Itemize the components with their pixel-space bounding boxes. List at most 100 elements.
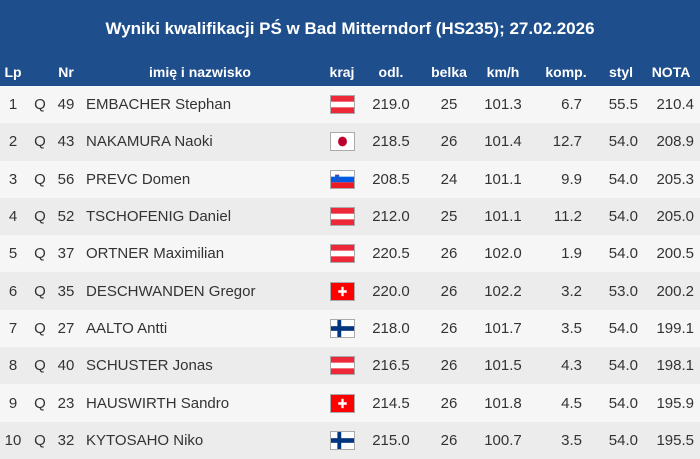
name-cell: DESCHWANDEN Gregor <box>86 282 256 300</box>
title-text: Wyniki kwalifikacji PŚ w Bad Mitterndorf… <box>105 19 595 38</box>
table-header: Lp Nr imię i nazwisko kraj odl. belka km… <box>0 58 700 86</box>
score-cell: 195.5 <box>656 431 694 449</box>
speed-cell: 101.7 <box>484 319 522 337</box>
name-cell: AALTO Antti <box>86 319 168 337</box>
header-gate: belka <box>431 64 467 80</box>
lp-cell: 8 <box>8 357 18 375</box>
gate-cell: 24 <box>440 170 458 188</box>
comp-cell: 11.2 <box>553 208 582 226</box>
header-nr: Nr <box>58 64 74 80</box>
table-row: 1 Q 49 EMBACHER Stephan 219.0 25 101.3 6.7 55.5 2… <box>0 86 700 124</box>
nr-cell: 56 <box>57 170 75 188</box>
comp-cell: 4.5 <box>561 394 582 412</box>
country-flag-cell <box>327 384 357 421</box>
style-cell: 54.0 <box>608 394 638 412</box>
finland-flag-icon <box>329 318 355 338</box>
table-body: 1 Q 49 EMBACHER Stephan 219.0 25 101.3 6.7 55.5 2… <box>0 86 700 459</box>
nr-cell: 35 <box>57 282 75 300</box>
status-cell: Q <box>34 319 46 337</box>
style-cell: 54.0 <box>608 357 638 375</box>
name-cell: NAKAMURA Naoki <box>86 133 213 151</box>
lp-cell: 4 <box>8 208 18 226</box>
lp-cell: 9 <box>8 394 18 412</box>
gate-cell: 25 <box>440 96 458 114</box>
style-cell: 54.0 <box>608 319 638 337</box>
distance-cell: 220.5 <box>372 245 410 263</box>
distance-cell: 219.0 <box>372 96 410 114</box>
comp-cell: 3.5 <box>561 431 582 449</box>
country-flag-cell <box>327 235 357 272</box>
style-cell: 55.5 <box>608 96 638 114</box>
score-cell: 198.1 <box>656 357 694 375</box>
style-cell: 54.0 <box>608 170 638 188</box>
nr-cell: 32 <box>57 431 75 449</box>
nr-cell: 52 <box>57 208 75 226</box>
austria-flag-icon <box>329 207 355 227</box>
nr-cell: 23 <box>57 394 75 412</box>
comp-cell: 3.5 <box>561 319 582 337</box>
status-cell: Q <box>34 245 46 263</box>
score-cell: 205.3 <box>656 170 694 188</box>
gate-cell: 26 <box>440 319 458 337</box>
header-country: kraj <box>329 64 355 80</box>
score-cell: 199.1 <box>656 319 694 337</box>
lp-cell: 1 <box>8 96 18 114</box>
switzerland-flag-icon <box>329 393 355 413</box>
country-flag-cell <box>327 123 357 160</box>
country-flag-cell <box>327 272 357 309</box>
header-lp: Lp <box>4 64 22 80</box>
status-cell: Q <box>34 170 46 188</box>
status-cell: Q <box>34 208 46 226</box>
speed-cell: 100.7 <box>484 431 522 449</box>
score-cell: 210.4 <box>656 96 694 114</box>
nr-cell: 40 <box>57 357 75 375</box>
table-row: 9 Q 23 HAUSWIRTH Sandro 214.5 26 101.8 4.5 54.0 1… <box>0 384 700 422</box>
score-cell: 205.0 <box>656 208 694 226</box>
style-cell: 54.0 <box>608 133 638 151</box>
table-title: Wyniki kwalifikacji PŚ w Bad Mitterndorf… <box>0 0 700 58</box>
country-flag-cell <box>327 198 357 235</box>
header-comp: komp. <box>545 64 587 80</box>
speed-cell: 101.4 <box>484 133 522 151</box>
status-cell: Q <box>34 96 46 114</box>
lp-cell: 5 <box>8 245 18 263</box>
name-cell: PREVC Domen <box>86 170 191 188</box>
distance-cell: 212.0 <box>372 208 410 226</box>
gate-cell: 26 <box>440 431 458 449</box>
comp-cell: 3.2 <box>561 282 582 300</box>
gate-cell: 26 <box>440 133 458 151</box>
comp-cell: 6.7 <box>561 96 582 114</box>
header-distance: odl. <box>378 64 404 80</box>
country-flag-cell <box>327 347 357 384</box>
header-score: NOTA <box>651 64 691 80</box>
nr-cell: 43 <box>57 133 75 151</box>
distance-cell: 220.0 <box>372 282 410 300</box>
speed-cell: 101.1 <box>484 208 522 226</box>
name-cell: EMBACHER Stephan <box>86 96 232 114</box>
switzerland-flag-icon <box>329 281 355 301</box>
status-cell: Q <box>34 431 46 449</box>
nr-cell: 49 <box>57 96 75 114</box>
japan-flag-icon <box>329 132 355 152</box>
speed-cell: 101.8 <box>484 394 522 412</box>
lp-cell: 6 <box>8 282 18 300</box>
style-cell: 54.0 <box>608 208 638 226</box>
lp-cell: 2 <box>8 133 18 151</box>
header-style: styl <box>608 64 634 80</box>
header-name: imię i nazwisko <box>149 64 251 80</box>
comp-cell: 4.3 <box>561 357 582 375</box>
name-cell: TSCHOFENIG Daniel <box>86 208 232 226</box>
gate-cell: 25 <box>440 208 458 226</box>
status-cell: Q <box>34 394 46 412</box>
table-row: 8 Q 40 SCHUSTER Jonas 216.5 26 101.5 4.3 54.0 198… <box>0 347 700 385</box>
nr-cell: 37 <box>57 245 75 263</box>
gate-cell: 26 <box>440 245 458 263</box>
speed-cell: 102.0 <box>484 245 522 263</box>
austria-flag-icon <box>329 244 355 264</box>
score-cell: 200.2 <box>656 282 694 300</box>
name-cell: KYTOSAHO Niko <box>86 431 204 449</box>
distance-cell: 208.5 <box>372 170 410 188</box>
finland-flag-icon <box>329 430 355 450</box>
table-row: 5 Q 37 ORTNER Maximilian 220.5 26 102.0 1.9 54.0… <box>0 235 700 273</box>
gate-cell: 26 <box>440 282 458 300</box>
